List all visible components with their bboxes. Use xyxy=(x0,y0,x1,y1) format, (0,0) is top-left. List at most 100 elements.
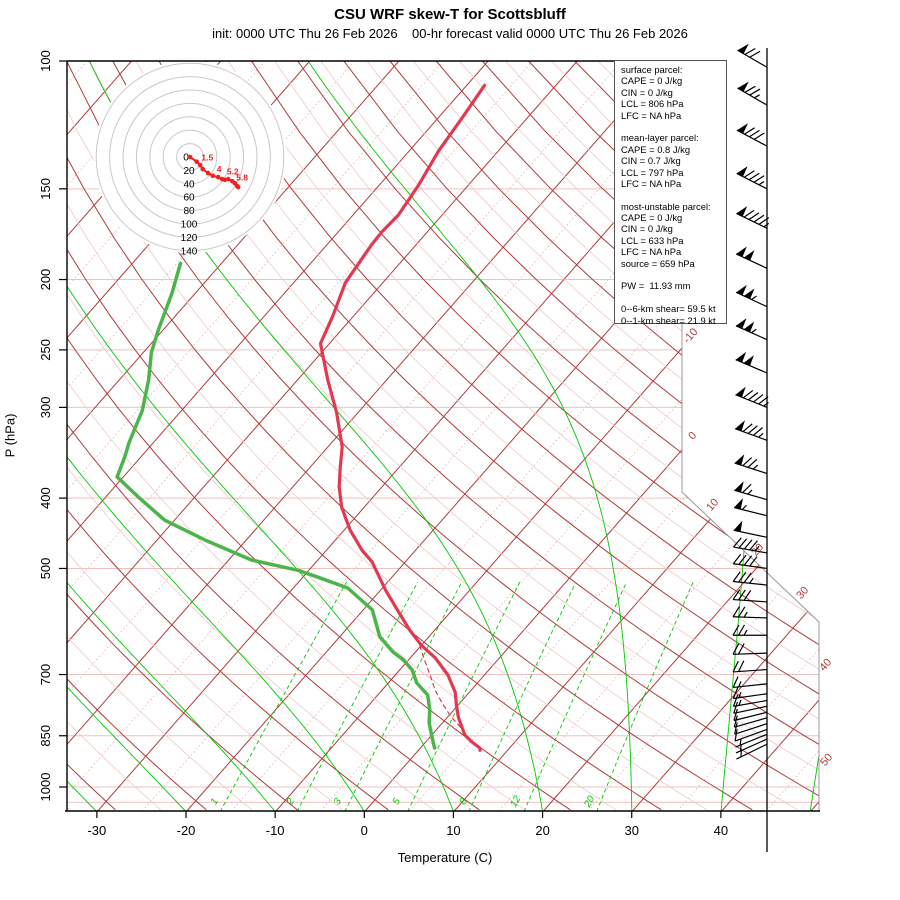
isotherm-line xyxy=(765,61,819,811)
wind-barb-half xyxy=(754,545,760,552)
dry-adiabat-line xyxy=(67,61,708,811)
wind-barb xyxy=(736,206,770,229)
wind-barb-pennant xyxy=(733,520,743,532)
wind-barb-half xyxy=(738,699,742,706)
dry-adiabat-line xyxy=(67,61,753,811)
wind-barb-full xyxy=(758,217,770,225)
dry-adiabat-line xyxy=(0,61,24,810)
wind-barb-shaft xyxy=(733,668,768,673)
wind-barb xyxy=(734,481,768,501)
wind-barb-half xyxy=(751,328,757,334)
hodograph-trace-point xyxy=(197,162,203,168)
isotherm-line xyxy=(810,61,819,811)
wind-barb xyxy=(733,537,768,554)
dry-adiabat-line xyxy=(67,61,617,811)
mixing-ratio-label: 3 xyxy=(332,796,345,807)
dry-adiabat-line xyxy=(343,61,819,811)
x-axis-title: Temperature (C) xyxy=(397,850,493,865)
wind-barb-full xyxy=(747,458,758,468)
dry-adiabat-line xyxy=(67,61,662,811)
info-line: 0--1-km shear= 21.9 kt xyxy=(621,314,716,326)
wind-barb-half xyxy=(758,432,764,438)
hodograph-trace-point xyxy=(215,174,221,180)
dry-adiabat-line xyxy=(250,61,819,811)
wind-barb-full xyxy=(732,606,740,618)
x-axis-tick-label: 20 xyxy=(535,823,549,838)
moist-adiabat-line xyxy=(67,61,365,811)
info-line: PW = 11.93 mm xyxy=(621,280,691,292)
wind-barb-full xyxy=(738,554,747,565)
dry-adiabat-line xyxy=(67,61,71,811)
wind-barb xyxy=(732,624,767,636)
wind-barb-full xyxy=(753,132,765,140)
wind-barb-full xyxy=(737,624,746,636)
dry-adiabat-line xyxy=(89,61,819,811)
wind-barb xyxy=(735,386,769,408)
info-line: LFC = NA hPa xyxy=(621,246,682,258)
wind-barb xyxy=(732,553,768,570)
hodograph-trace-point xyxy=(225,176,231,182)
wind-barb-full xyxy=(732,624,740,636)
hodograph-height-label: 4 xyxy=(217,164,222,174)
wind-barb-half xyxy=(738,691,742,698)
wind-barb-pennant xyxy=(735,318,747,329)
wind-barb-full xyxy=(734,722,738,735)
wind-barb-full xyxy=(738,589,746,601)
wind-barb-full xyxy=(732,553,742,565)
wind-barb-pennant xyxy=(743,321,755,333)
wind-barb xyxy=(734,454,768,475)
mixing-ratio-line xyxy=(596,581,694,811)
wind-barb xyxy=(732,660,768,673)
wind-barb-half xyxy=(739,744,742,751)
hodograph-ring-label: 80 xyxy=(183,206,195,217)
info-line: CIN = 0 J/kg xyxy=(621,223,673,235)
dry-adiabat-line xyxy=(366,61,819,811)
wind-barb-shaft xyxy=(734,728,768,742)
isotherm-edge-label: 40 xyxy=(817,656,834,673)
info-line xyxy=(621,292,726,303)
wind-barb-full xyxy=(737,643,745,655)
wind-barb-half xyxy=(743,629,748,636)
dry-adiabat-line xyxy=(112,61,819,811)
mixing-ratio-label: 1 xyxy=(209,797,221,807)
wind-barb-full xyxy=(749,540,758,551)
wind-barb-full xyxy=(738,660,745,672)
wind-barb xyxy=(733,715,768,728)
info-line: surface parcel: xyxy=(621,64,683,75)
wind-barb-full xyxy=(732,571,741,582)
hodograph-trace-point xyxy=(205,170,211,176)
wind-barb-pennant xyxy=(735,420,745,432)
wind-barb-full xyxy=(732,676,739,688)
dry-adiabat-line xyxy=(67,61,571,811)
x-axis-tick-label: 30 xyxy=(624,823,638,838)
wind-barb-pennant xyxy=(735,351,747,363)
dry-adiabat-line xyxy=(67,61,207,811)
wind-barb-shaft xyxy=(733,699,768,707)
x-axis-tick-label: -30 xyxy=(87,823,106,838)
wind-barb xyxy=(732,676,768,689)
wind-barb xyxy=(736,166,768,190)
dry-adiabat-line xyxy=(297,61,819,811)
wind-barb-pennant xyxy=(734,498,743,510)
wind-barb-pennant xyxy=(734,481,744,493)
moist-adiabat-line xyxy=(67,61,276,811)
parcel-ascent-curve xyxy=(419,645,477,748)
y-axis-tick-label: 700 xyxy=(38,664,53,686)
isotherm-line xyxy=(67,61,88,811)
mixing-ratio-label: 8 xyxy=(458,796,471,807)
hodograph-ring xyxy=(122,89,258,225)
dry-adiabat-line xyxy=(67,61,435,811)
wind-barb xyxy=(732,643,768,655)
wind-barb xyxy=(736,743,768,760)
y-axis-tick-label: 850 xyxy=(38,725,53,747)
isotherm-edge-label: 30 xyxy=(794,584,811,601)
wind-barb-shaft xyxy=(733,711,768,722)
info-line: CIN = 0 J/kg xyxy=(621,86,673,98)
info-line: CAPE = 0 J/kg xyxy=(621,212,683,224)
wind-barb xyxy=(734,728,768,742)
wind-barb-shaft xyxy=(734,723,768,735)
hodograph-ring xyxy=(149,116,231,198)
wind-barb xyxy=(735,318,768,341)
wind-barb-shaft xyxy=(737,49,768,68)
y-axis-tick-label: 250 xyxy=(38,339,53,361)
